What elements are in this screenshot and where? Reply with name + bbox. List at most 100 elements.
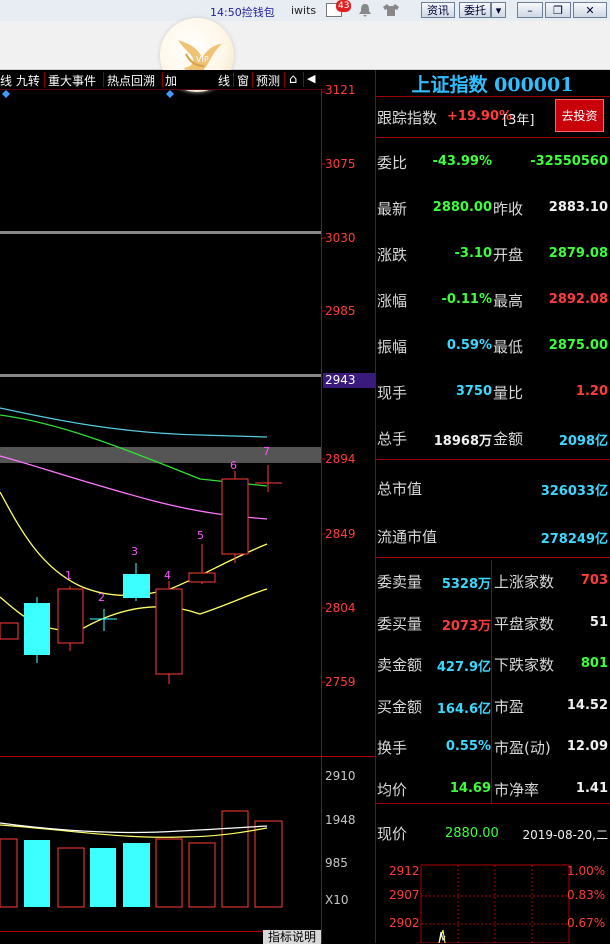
tab-add[interactable]: 加 xyxy=(165,74,178,88)
home-icon[interactable]: ⌂ xyxy=(289,72,298,87)
tab-divider xyxy=(233,72,234,87)
volume-scale-label: X10 xyxy=(325,893,349,907)
total-mcap-value: 326033亿 xyxy=(540,484,608,499)
candle[interactable] xyxy=(0,622,19,640)
tab-window[interactable]: 窗 xyxy=(237,74,250,88)
stat-label: 委卖量 xyxy=(377,573,423,591)
highlight-band xyxy=(0,447,321,463)
price-axis-label: 2894 xyxy=(325,452,356,466)
stat-label: 市盈(动) xyxy=(494,739,551,757)
candle[interactable] xyxy=(57,588,84,644)
quote-label: 现手 xyxy=(377,384,408,402)
volume-bars[interactable] xyxy=(0,810,283,908)
track-value: +19.90% xyxy=(447,109,513,124)
quote-value: 2098亿 xyxy=(558,434,608,449)
quote-label: 最低 xyxy=(493,338,524,356)
tab-hot-review[interactable]: 热点回溯 xyxy=(107,74,156,88)
invest-button[interactable]: 去投资 xyxy=(555,99,604,132)
quote-value: 0.59% xyxy=(446,338,492,353)
tab-line[interactable]: 线 xyxy=(218,74,231,88)
restore-button[interactable]: ❐ xyxy=(545,2,571,18)
candle-count-label: 2 xyxy=(98,591,105,604)
divider xyxy=(375,137,610,138)
quote-value: 1.20 xyxy=(575,384,608,399)
candle-count-label: 3 xyxy=(131,545,138,558)
kline-svg[interactable] xyxy=(0,89,375,943)
promo-link[interactable]: 14:50捡钱包 xyxy=(210,6,275,19)
divider xyxy=(375,96,610,97)
news-button[interactable]: 资讯 xyxy=(421,2,455,18)
bell-icon[interactable] xyxy=(358,3,372,17)
candle[interactable] xyxy=(123,574,150,598)
price-axis-label: 2985 xyxy=(325,304,356,318)
panel-border xyxy=(375,70,376,943)
stat-value: 5328万 xyxy=(441,577,491,592)
stat-label: 平盘家数 xyxy=(494,614,555,633)
price-axis-label: 2804 xyxy=(325,601,356,615)
event-marker-icon[interactable] xyxy=(2,90,10,98)
user-name[interactable]: iwits xyxy=(291,4,317,17)
stat-value: 51 xyxy=(589,614,608,630)
stats-column-divider xyxy=(491,560,492,803)
secondary-toolbar xyxy=(0,21,610,70)
event-marker-icon[interactable] xyxy=(166,90,174,98)
mail-count-badge: 43 xyxy=(336,0,352,12)
candle[interactable] xyxy=(221,478,249,555)
play-icon[interactable]: ◀ xyxy=(307,72,316,85)
candle-count-label: 6 xyxy=(230,459,237,472)
quote-label: 金额 xyxy=(493,430,524,448)
stat-label: 换手 xyxy=(377,739,408,757)
price-axis-label: 2759 xyxy=(325,675,356,689)
close-button[interactable]: ✕ xyxy=(573,2,607,18)
indicator-info-button[interactable]: 指标说明 xyxy=(263,930,321,944)
price-axis-label: 3030 xyxy=(325,231,356,245)
resistance-line xyxy=(0,374,321,377)
candle-count-label: 4 xyxy=(164,569,171,582)
stat-label: 委买量 xyxy=(377,614,423,633)
quote-value: 18968万 xyxy=(433,434,492,449)
stat-label: 市盈 xyxy=(494,697,525,716)
tab-forecast[interactable]: 预测 xyxy=(256,74,281,88)
stat-value: 2073万 xyxy=(441,618,491,634)
candles[interactable] xyxy=(0,465,282,684)
kline-chart[interactable]: 3121 3075 3030 2985 2943 2894 2849 2804 … xyxy=(0,83,375,944)
track-period: [3年] xyxy=(503,113,535,128)
mini-left-axis-label: 2907 xyxy=(389,888,420,902)
float-mcap-value: 278249亿 xyxy=(540,532,608,547)
entrust-button[interactable]: 委托 xyxy=(459,2,491,18)
minimize-button[interactable]: – xyxy=(517,2,543,18)
tab-divider xyxy=(162,72,163,87)
stat-value: 14.69 xyxy=(449,780,491,796)
track-label: 跟踪指数 xyxy=(377,109,438,127)
current-price-value: 2880.00 xyxy=(445,826,499,841)
quote-label: 委比 xyxy=(377,154,408,172)
mini-right-axis-label: 1.00% xyxy=(567,864,606,878)
stat-value: 703 xyxy=(580,573,608,588)
candle[interactable] xyxy=(155,588,183,675)
divider xyxy=(375,803,610,804)
quote-value: -32550560 xyxy=(530,154,608,169)
shirt-icon[interactable] xyxy=(382,3,400,17)
stat-label: 卖金额 xyxy=(377,656,423,674)
entrust-dropdown-icon[interactable]: ▾ xyxy=(491,2,506,18)
tab-major-events[interactable]: 重大事件 xyxy=(48,74,97,88)
quote-label: 量比 xyxy=(493,384,524,402)
stat-value: 0.55% xyxy=(445,739,491,754)
quote-value: 3750 xyxy=(455,384,492,399)
stat-value: 1.41 xyxy=(575,780,608,796)
stat-value: 14.52 xyxy=(566,697,608,713)
quote-label: 最高 xyxy=(493,292,524,310)
quote-label: 开盘 xyxy=(493,246,524,264)
quote-value: -43.99% xyxy=(432,154,492,169)
current-price-marker xyxy=(323,373,375,388)
current-date: 2019-08-20,二 xyxy=(522,828,608,842)
tab-nine-turn[interactable]: 线 九转 xyxy=(0,74,40,88)
stat-label: 买金额 xyxy=(377,697,423,716)
price-axis-label: 3121 xyxy=(325,83,356,97)
ma-line-green xyxy=(0,414,268,487)
divider xyxy=(375,459,610,460)
candle[interactable] xyxy=(188,572,216,583)
mini-right-axis-label: 0.83% xyxy=(567,888,606,902)
intraday-mini-chart[interactable] xyxy=(375,860,610,943)
candle[interactable] xyxy=(24,603,50,655)
